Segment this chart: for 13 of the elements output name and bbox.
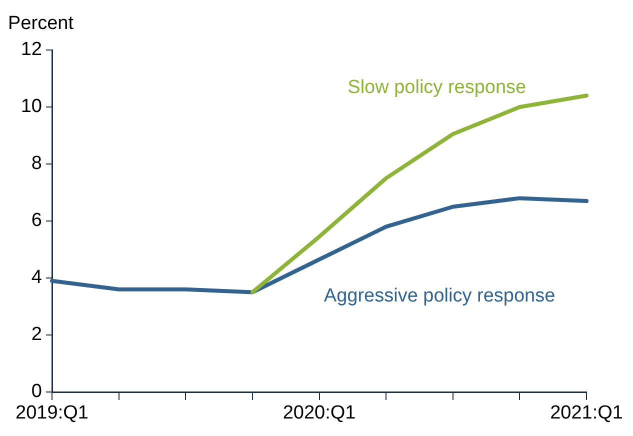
y-tick-label: 0: [31, 381, 42, 402]
y-tick-label: 8: [31, 153, 42, 174]
x-tick-label: 2019:Q1: [16, 402, 88, 424]
y-tick-label: 2: [31, 324, 42, 346]
y-tick-label: 12: [20, 39, 42, 60]
y-axis-title: Percent: [8, 13, 74, 34]
series-label: Aggressive policy response: [324, 285, 556, 306]
x-tick-label: 2021:Q1: [550, 402, 624, 424]
y-tick-label: 6: [31, 210, 42, 232]
series-label: Slow policy response: [348, 76, 526, 98]
x-tick-label: 2020:Q1: [282, 402, 356, 424]
y-tick-label: 4: [31, 267, 42, 288]
y-tick-label: 10: [20, 96, 42, 118]
